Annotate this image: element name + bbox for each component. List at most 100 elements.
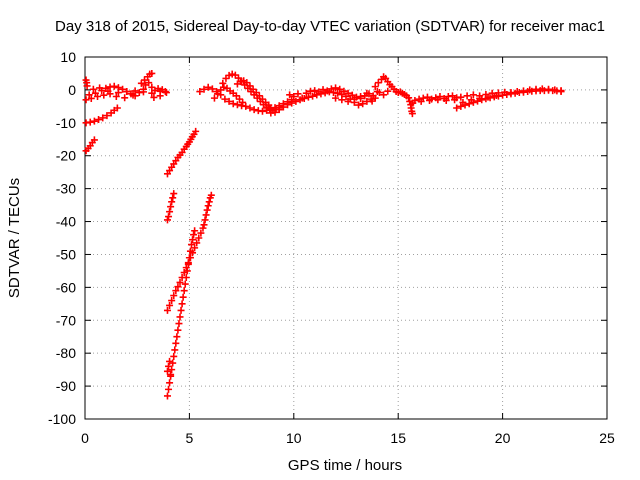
data-point <box>90 117 98 125</box>
data-point <box>87 94 95 102</box>
data-point <box>442 96 450 104</box>
data-point <box>348 91 356 99</box>
data-point <box>263 104 271 112</box>
data-point <box>408 110 416 118</box>
data-point <box>150 93 158 101</box>
data-point <box>463 92 471 100</box>
data-point <box>204 202 212 210</box>
data-point <box>507 89 515 97</box>
data-point <box>170 190 178 198</box>
data-point <box>189 236 197 244</box>
data-point <box>288 99 296 107</box>
data-point <box>371 83 379 91</box>
data-point <box>357 92 365 100</box>
data-point <box>332 94 340 102</box>
data-point <box>148 69 156 77</box>
data-point <box>323 87 331 95</box>
data-point <box>204 83 212 91</box>
data-point <box>168 198 176 206</box>
data-point <box>258 107 266 115</box>
data-point <box>434 96 442 104</box>
data-point <box>83 82 91 90</box>
data-point <box>315 88 323 96</box>
data-point <box>469 91 477 99</box>
data-point <box>202 211 210 219</box>
y-tick-label: -30 <box>56 181 76 197</box>
data-point <box>526 86 534 94</box>
data-point <box>186 247 194 255</box>
data-point <box>344 97 352 105</box>
data-point <box>170 292 178 300</box>
data-point <box>114 84 122 92</box>
data-point <box>166 357 174 365</box>
data-point <box>338 96 346 104</box>
data-point <box>219 79 227 87</box>
y-tick-label: 10 <box>60 49 76 65</box>
data-point <box>178 300 186 308</box>
data-point <box>163 216 171 224</box>
data-point <box>172 287 180 295</box>
data-point <box>91 89 99 97</box>
data-point <box>201 216 209 224</box>
data-point <box>170 352 178 360</box>
data-point <box>551 86 559 94</box>
data-point <box>336 85 344 93</box>
data-point <box>90 136 98 144</box>
data-point <box>89 85 97 93</box>
data-point <box>334 89 342 97</box>
data-point <box>501 88 509 96</box>
data-point <box>183 267 191 275</box>
data-point <box>344 89 352 97</box>
data-point <box>82 96 90 104</box>
data-point <box>375 89 383 97</box>
y-tick-label: -50 <box>56 246 76 262</box>
x-tick-label: 20 <box>495 430 511 446</box>
data-point <box>250 106 258 114</box>
data-point <box>368 97 376 105</box>
data-point <box>196 88 204 96</box>
data-point <box>165 213 173 221</box>
data-point <box>221 95 229 103</box>
data-point <box>193 239 201 247</box>
data-point <box>103 112 111 120</box>
data-point <box>200 221 208 229</box>
data-point <box>210 94 218 102</box>
data-point <box>453 104 461 112</box>
y-tick-label: -10 <box>56 115 76 131</box>
y-tick-label: -40 <box>56 214 76 230</box>
data-point <box>457 102 465 110</box>
data-point <box>165 362 173 370</box>
data-point <box>286 91 294 99</box>
data-point <box>95 116 103 124</box>
data-point <box>311 87 319 95</box>
data-point <box>185 254 193 262</box>
data-point <box>129 91 137 99</box>
data-point <box>284 101 292 109</box>
y-tick-label: -80 <box>56 345 76 361</box>
data-point <box>290 92 298 100</box>
y-tick-label: 0 <box>68 82 76 98</box>
data-point <box>411 96 419 104</box>
data-point <box>163 392 171 400</box>
data-point <box>457 93 465 101</box>
data-point <box>100 91 108 99</box>
data-point <box>207 191 215 199</box>
data-point <box>294 90 302 98</box>
data-point <box>271 108 279 116</box>
data-point <box>175 320 183 328</box>
x-tick-label: 25 <box>599 430 615 446</box>
data-point <box>519 87 527 95</box>
data-point <box>85 91 93 99</box>
data-point <box>384 87 392 95</box>
data-point <box>448 92 456 100</box>
data-point <box>135 89 143 97</box>
data-point <box>426 96 434 104</box>
data-point <box>214 90 222 98</box>
data-point <box>239 98 247 106</box>
data-point <box>467 96 475 104</box>
data-point <box>154 85 162 93</box>
data-point <box>184 260 192 268</box>
data-point <box>176 313 184 321</box>
data-point <box>179 293 187 301</box>
data-point <box>340 87 348 95</box>
